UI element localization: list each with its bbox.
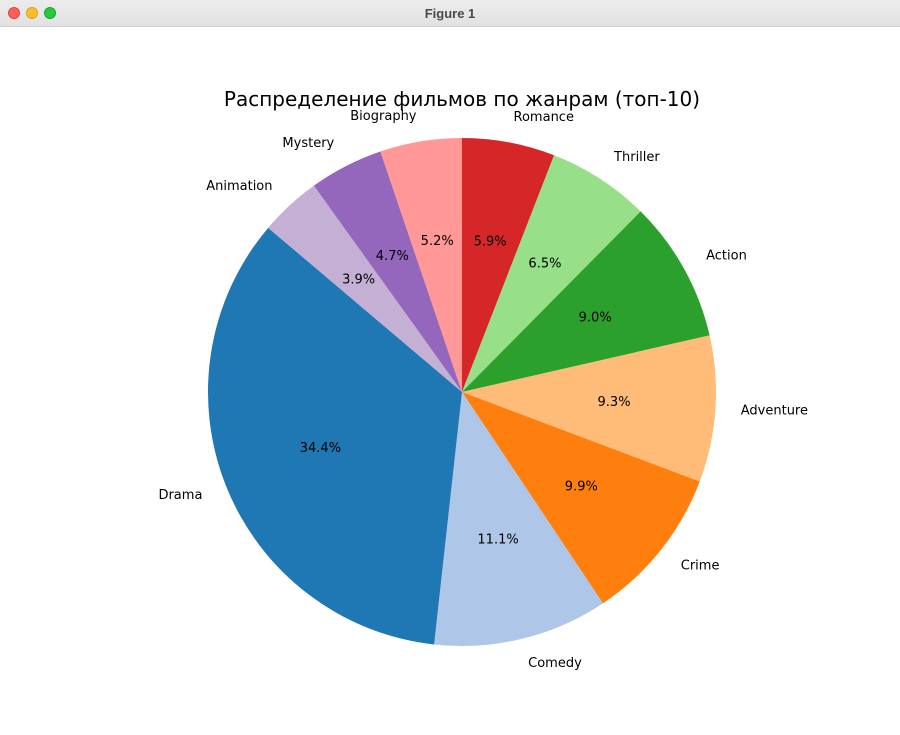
pie-slice-action xyxy=(462,211,710,392)
pie-slice-mystery xyxy=(313,151,462,392)
pie-category-label-romance: Romance xyxy=(514,110,574,125)
pie-slice-crime xyxy=(462,392,700,604)
minimize-window-button[interactable] xyxy=(26,7,38,19)
pie-slice-romance xyxy=(462,138,555,392)
pie-pct-label-animation: 3.9% xyxy=(342,273,375,288)
pie-category-label-mystery: Mystery xyxy=(282,136,334,151)
pie-slice-biography xyxy=(380,138,462,392)
title-bar: Figure 1 xyxy=(0,0,900,27)
pie-labels: 5.9% Romance 6.5% Thriller 9.0% Action 9.3% Adv… xyxy=(158,109,808,671)
pie-slice-adventure xyxy=(462,335,716,482)
pie-category-label-drama: Drama xyxy=(158,488,202,503)
pie-pct-label-comedy: 11.1% xyxy=(477,533,518,548)
figure-canvas: Распределение фильмов по жанрам (топ-10)… xyxy=(0,27,900,735)
pie-category-label-biography: Biography xyxy=(350,109,417,124)
chart-title: Распределение фильмов по жанрам (топ-10) xyxy=(224,87,700,111)
pie-category-label-thriller: Thriller xyxy=(613,150,660,165)
pie-pct-label-thriller: 6.5% xyxy=(528,257,561,272)
pie-pct-label-adventure: 9.3% xyxy=(598,395,631,410)
close-window-button[interactable] xyxy=(8,7,20,19)
pie-slice-drama xyxy=(207,227,462,645)
pie-pct-label-drama: 34.4% xyxy=(300,441,341,456)
pie-pct-label-romance: 5.9% xyxy=(474,235,507,250)
pie-category-label-comedy: Comedy xyxy=(528,656,582,671)
pie-category-label-action: Action xyxy=(706,249,747,264)
pie-slice-comedy xyxy=(434,392,603,646)
pie-slice-animation xyxy=(268,185,462,392)
pie-category-label-adventure: Adventure xyxy=(741,403,808,418)
pie-category-label-animation: Animation xyxy=(206,179,272,194)
pie-slices xyxy=(207,138,716,646)
pie-slice-thriller xyxy=(462,155,641,392)
pie-pct-label-action: 9.0% xyxy=(579,310,612,325)
window-title: Figure 1 xyxy=(424,6,476,21)
pie-chart: Распределение фильмов по жанрам (топ-10)… xyxy=(158,87,808,671)
zoom-window-button[interactable] xyxy=(44,7,56,19)
pie-category-label-crime: Crime xyxy=(681,558,720,573)
pie-pct-label-crime: 9.9% xyxy=(565,479,598,494)
pie-pct-label-mystery: 4.7% xyxy=(376,249,409,264)
pie-pct-label-biography: 5.2% xyxy=(421,234,454,249)
